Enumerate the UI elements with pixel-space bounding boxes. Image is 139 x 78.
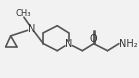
Text: N: N <box>28 24 36 34</box>
Text: NH₂: NH₂ <box>120 39 138 49</box>
Text: O: O <box>90 34 97 44</box>
Text: N: N <box>65 39 72 49</box>
Text: CH₃: CH₃ <box>16 9 31 18</box>
